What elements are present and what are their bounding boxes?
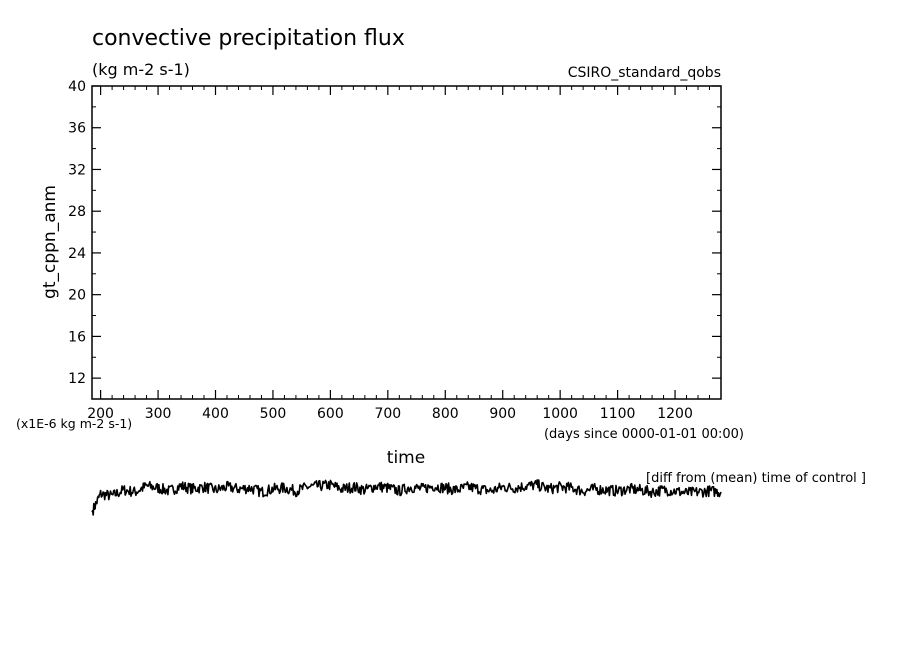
x-tick-label: 700 bbox=[374, 406, 401, 422]
x-tick-label: 1100 bbox=[600, 406, 636, 422]
x-tick-label: 200 bbox=[87, 406, 114, 422]
y-tick-label: 20 bbox=[68, 288, 86, 304]
experiment-label: CSIRO_standard_qobs bbox=[568, 65, 721, 81]
x-axis-ticks: 200 300 400 500 600 700 800 900 1000 1100 1200 bbox=[87, 86, 722, 422]
x-axis-label: time bbox=[387, 448, 425, 468]
y-axis-ticks: 12 16 20 24 28 32 36 40 bbox=[68, 79, 721, 387]
y-tick-label: 24 bbox=[68, 246, 86, 262]
y-tick-label: 36 bbox=[68, 121, 86, 137]
x-tick-label: 1200 bbox=[657, 406, 693, 422]
series-note: [diff from (mean) time of control ] bbox=[646, 471, 866, 486]
y-tick-label: 40 bbox=[68, 79, 86, 95]
x-tick-label: 600 bbox=[317, 406, 344, 422]
x-tick-label: 300 bbox=[145, 406, 172, 422]
y-axis-label: gt_cppn_anm bbox=[40, 185, 60, 299]
series-line bbox=[91, 479, 722, 516]
x-tick-label: 900 bbox=[489, 406, 516, 422]
chart-subtitle: (kg m-2 s-1) bbox=[92, 60, 190, 79]
chart-title: convective precipitation flux bbox=[92, 26, 405, 51]
y-scale-note: (x1E-6 kg m-2 s-1) bbox=[16, 416, 132, 431]
plot-frame bbox=[91, 85, 722, 400]
y-tick-label: 32 bbox=[68, 162, 86, 178]
y-tick-label: 12 bbox=[68, 371, 86, 387]
y-tick-label: 16 bbox=[68, 329, 86, 345]
x-units-label: (days since 0000-01-01 00:00) bbox=[544, 427, 744, 442]
x-tick-label: 400 bbox=[202, 406, 229, 422]
x-tick-label: 800 bbox=[432, 406, 459, 422]
x-tick-label: 1000 bbox=[542, 406, 578, 422]
x-tick-label: 500 bbox=[260, 406, 287, 422]
y-tick-label: 28 bbox=[68, 204, 86, 220]
